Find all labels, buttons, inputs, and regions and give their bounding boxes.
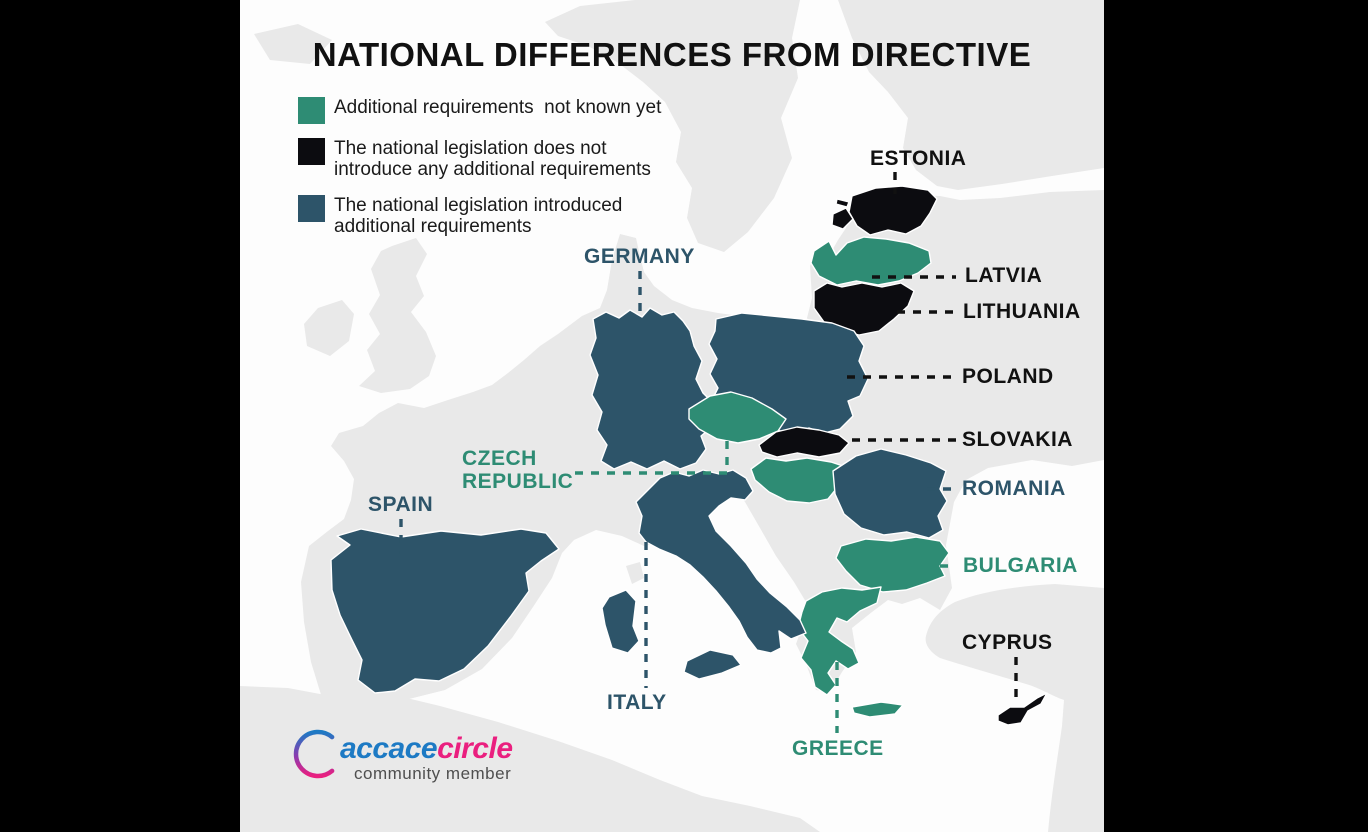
country-shape-estonia (848, 185, 938, 236)
silhouette-great-britain (359, 238, 436, 393)
map-label-bulgaria: BULGARIA (963, 554, 1078, 577)
country-shape-sicily (683, 649, 742, 680)
map-label-cyprus: CYPRUS (962, 631, 1053, 654)
map-label-latvia: LATVIA (965, 264, 1043, 287)
map-label-greece: GREECE (792, 737, 884, 760)
map-label-germany: GERMANY (584, 245, 695, 268)
logo-word-circle: circle (437, 732, 513, 765)
leader-lines (399, 172, 1018, 733)
map-label-romania: ROMANIA (962, 477, 1066, 500)
map-canvas: NATIONAL DIFFERENCES FROM DIRECTIVE Addi… (240, 0, 1104, 832)
silhouette-corsica (626, 562, 644, 584)
accace-logo: accacecircle community member (292, 728, 532, 792)
silhouette-topleft-island (254, 24, 332, 64)
country-shape-estonia-islet (835, 198, 850, 208)
logo-word-accace: accace (340, 732, 438, 765)
logo-subtitle: community member (354, 764, 512, 783)
legend-swatch-introduced (298, 195, 325, 222)
map-label-poland: POLAND (962, 365, 1054, 388)
map-label-lithuania: LITHUANIA (963, 300, 1081, 323)
silhouette-ireland (304, 300, 354, 356)
legend-swatch-unknown (298, 97, 325, 124)
page-title: NATIONAL DIFFERENCES FROM DIRECTIVE (312, 36, 1032, 73)
silhouette-scandinavia (545, 0, 800, 252)
country-shape-cyprus (997, 692, 1048, 726)
map-label-czech-republic: CZECH REPUBLIC (462, 447, 574, 493)
map-label-slovakia: SLOVAKIA (962, 428, 1073, 451)
legend-item: Additional requirements not known yet (298, 97, 679, 124)
europe-map (240, 0, 1104, 832)
silhouette-turkey (925, 584, 1104, 832)
map-label-spain: SPAIN (368, 493, 434, 516)
country-shape-crete (851, 701, 904, 718)
country-shape-slovakia (758, 426, 850, 458)
silhouette-finland (838, 0, 1104, 190)
country-shape-sardinia (601, 589, 640, 654)
legend-item: The national legislation introduced addi… (298, 195, 679, 237)
country-shape-latvia (810, 236, 932, 286)
silhouette-north-africa (240, 686, 820, 832)
legend-label: Additional requirements not known yet (334, 97, 662, 118)
country-shape-romania (832, 448, 948, 539)
country-shape-greece (797, 586, 882, 696)
map-label-italy: ITALY (607, 691, 667, 714)
map-label-estonia: ESTONIA (870, 147, 967, 170)
legend-label: The national legislation introduced addi… (334, 195, 628, 237)
country-shape-estonia-island (831, 207, 854, 230)
logo-wordmark: accacecircle (340, 732, 513, 766)
leader-line-czech-republic (575, 437, 729, 475)
country-shapes (330, 185, 1048, 726)
country-shape-bulgaria (835, 536, 950, 593)
legend-item: The national legislation does not introd… (298, 138, 679, 180)
logo-arc-icon (293, 729, 335, 779)
legend-swatch-none (298, 138, 325, 165)
country-shape-spain (330, 528, 560, 694)
legend-label: The national legislation does not introd… (334, 138, 651, 180)
